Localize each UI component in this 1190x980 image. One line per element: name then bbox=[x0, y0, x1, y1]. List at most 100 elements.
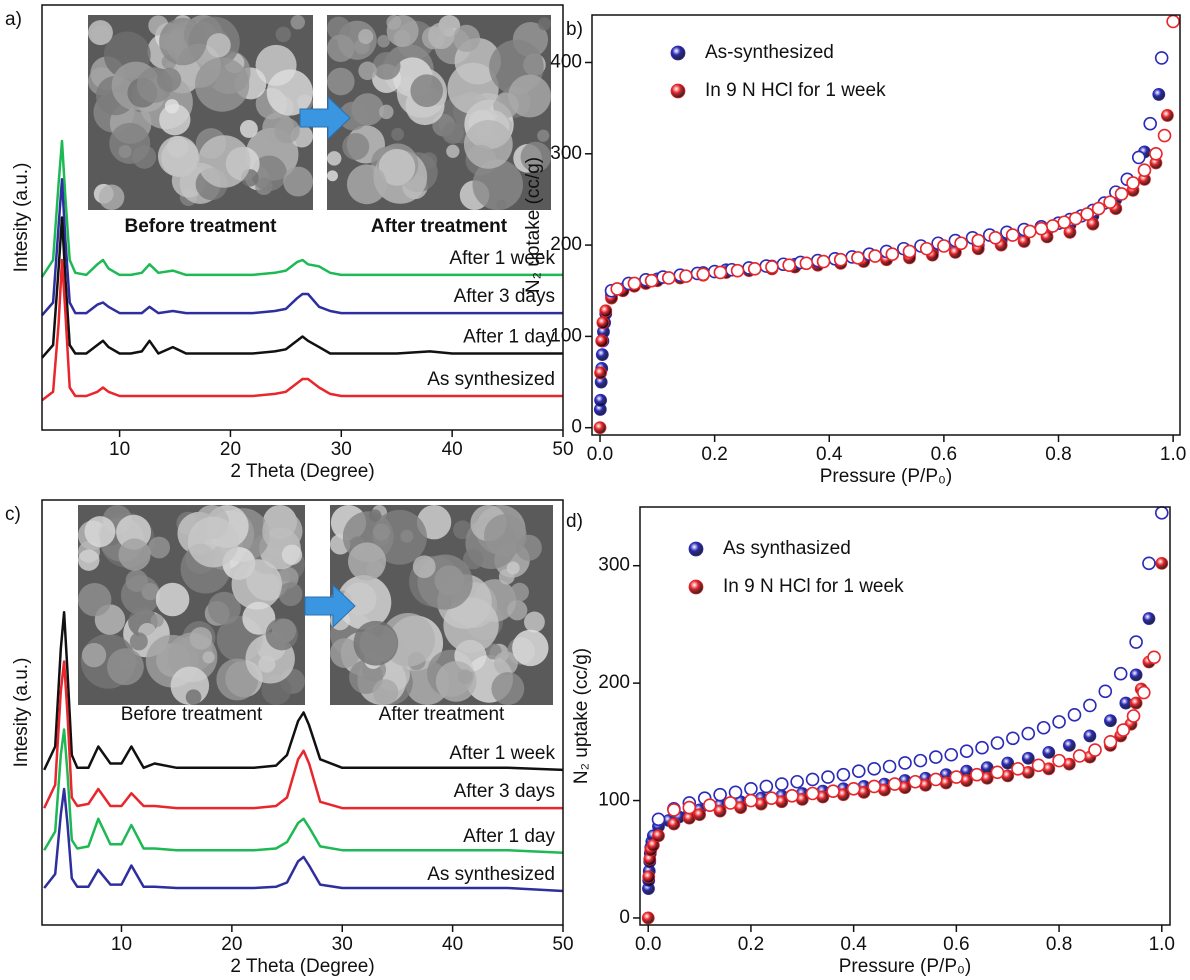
desorption-point bbox=[950, 771, 962, 783]
adsorption-point bbox=[1130, 669, 1142, 681]
sem-texture bbox=[327, 35, 354, 62]
sem-texture bbox=[207, 33, 231, 57]
sem-texture bbox=[240, 120, 258, 138]
sem-texture bbox=[537, 130, 549, 142]
inset-caption: After treatment bbox=[379, 704, 505, 725]
desorption-point bbox=[646, 275, 658, 287]
sem-texture bbox=[274, 118, 299, 143]
legend-marker bbox=[671, 46, 685, 60]
x-tick-label: 0.4 bbox=[816, 444, 843, 465]
sem-texture bbox=[126, 570, 148, 592]
adsorption-point bbox=[1143, 613, 1155, 625]
desorption-point bbox=[818, 256, 830, 268]
adsorption-point bbox=[596, 349, 608, 361]
desorption-point bbox=[628, 277, 640, 289]
desorption-point bbox=[704, 799, 716, 811]
desorption-point bbox=[791, 776, 803, 788]
desorption-point bbox=[1081, 208, 1093, 220]
desorption-point bbox=[1117, 724, 1129, 736]
x-axis-label: 2 Theta (Degree) bbox=[230, 461, 374, 482]
x-axis-label: Pressure (P/P₀) bbox=[820, 466, 952, 487]
sem-texture bbox=[195, 57, 249, 111]
adsorption-point bbox=[1161, 109, 1173, 121]
desorption-point bbox=[1150, 148, 1162, 160]
desorption-point bbox=[955, 237, 967, 249]
desorption-point bbox=[800, 257, 812, 269]
desorption-point bbox=[1058, 216, 1070, 228]
sem-texture bbox=[358, 29, 373, 44]
sem-texture bbox=[353, 621, 398, 666]
sem-texture bbox=[165, 99, 179, 113]
sem-texture bbox=[279, 582, 303, 606]
sem-texture bbox=[510, 583, 529, 602]
legend-marker bbox=[689, 580, 703, 594]
desorption-point bbox=[1007, 229, 1019, 241]
sem-texture bbox=[327, 170, 338, 181]
adsorption-point bbox=[652, 830, 664, 842]
desorption-point bbox=[835, 254, 847, 266]
sem-texture bbox=[538, 17, 551, 30]
sem-texture bbox=[327, 68, 355, 96]
adsorption-point bbox=[596, 335, 608, 347]
desorption-point bbox=[991, 737, 1003, 749]
desorption-point bbox=[886, 248, 898, 260]
y-axis-label: Intesity (a.u.) bbox=[11, 163, 32, 273]
desorption-point bbox=[652, 813, 664, 825]
panel-label: c) bbox=[5, 504, 21, 525]
sem-texture bbox=[379, 105, 393, 119]
y-tick-label: 0 bbox=[571, 417, 582, 438]
desorption-point bbox=[1104, 736, 1116, 748]
desorption-point bbox=[914, 755, 926, 767]
y-tick-label: 100 bbox=[550, 325, 582, 346]
sem-texture bbox=[464, 120, 513, 169]
series-label: After 1 day bbox=[463, 327, 555, 348]
desorption-point bbox=[909, 776, 921, 788]
adsorption-point bbox=[597, 317, 609, 329]
sem-texture bbox=[159, 18, 206, 65]
inset-caption: Before treatment bbox=[121, 704, 263, 725]
desorption-point bbox=[683, 802, 695, 814]
desorption-point bbox=[611, 283, 623, 295]
legend-label: In 9 N HCl for 1 week bbox=[723, 576, 904, 597]
sem-texture bbox=[84, 516, 115, 547]
desorption-point bbox=[1022, 728, 1034, 740]
sem-texture bbox=[524, 612, 545, 633]
sem-texture bbox=[130, 632, 148, 650]
desorption-point bbox=[1053, 716, 1065, 728]
panel-label: a) bbox=[5, 9, 22, 30]
sem-texture bbox=[453, 25, 480, 52]
desorption-point bbox=[1038, 722, 1050, 734]
desorption-point bbox=[1089, 744, 1101, 756]
sem-texture bbox=[347, 164, 387, 204]
sem-texture bbox=[446, 145, 459, 158]
desorption-point bbox=[1084, 699, 1096, 711]
desorption-point bbox=[760, 780, 772, 792]
desorption-point bbox=[1012, 763, 1024, 775]
series-label: After 1 week bbox=[449, 743, 555, 764]
desorption-point bbox=[1033, 759, 1045, 771]
desorption-point bbox=[884, 760, 896, 772]
sem-texture bbox=[190, 627, 213, 650]
sem-texture bbox=[262, 511, 302, 551]
y-axis-label: N₂ uptake (cc/g) bbox=[523, 157, 544, 293]
desorption-point bbox=[903, 245, 915, 257]
sem-texture bbox=[512, 630, 548, 666]
desorption-point bbox=[921, 243, 933, 255]
desorption-point bbox=[848, 783, 860, 795]
sem-texture bbox=[156, 583, 190, 617]
x-tick-label: 30 bbox=[331, 439, 352, 460]
desorption-point bbox=[889, 778, 901, 790]
x-tick-label: 0.6 bbox=[931, 444, 957, 465]
desorption-point bbox=[869, 250, 881, 262]
sem-texture bbox=[373, 52, 401, 80]
adsorption-point bbox=[595, 394, 607, 406]
x-tick-label: 0.0 bbox=[635, 934, 661, 955]
sem-texture bbox=[148, 537, 170, 559]
x-tick-label: 40 bbox=[442, 934, 463, 955]
sem-texture bbox=[266, 618, 298, 650]
desorption-point bbox=[783, 259, 795, 271]
desorption-point bbox=[1130, 636, 1142, 648]
adsorption-point bbox=[1104, 715, 1116, 727]
sem-texture bbox=[186, 689, 202, 705]
x-tick-label: 50 bbox=[552, 439, 573, 460]
